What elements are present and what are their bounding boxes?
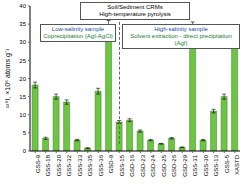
svg-text:GSS-36: GSS-36 xyxy=(98,154,104,176)
svg-text:0: 0 xyxy=(23,148,27,154)
svg-text:GSD-29: GSD-29 xyxy=(182,154,188,176)
svg-text:15: 15 xyxy=(19,94,26,100)
svg-text:XASTD: XASTD xyxy=(234,154,236,175)
svg-text:GSS-31: GSS-31 xyxy=(192,154,198,176)
svg-text:GSD-23: GSD-23 xyxy=(140,154,146,176)
svg-text:GSS-30: GSS-30 xyxy=(203,154,209,176)
svg-text:GSS-32: GSS-32 xyxy=(66,154,72,176)
svg-text:GSS-13: GSS-13 xyxy=(213,154,219,176)
svg-text:30: 30 xyxy=(19,39,26,45)
html-text:Coprecipitation (AgI-AgCl): Coprecipitation (AgI-AgCl) xyxy=(43,33,113,39)
svg-text:40: 40 xyxy=(19,3,26,9)
svg-text:35: 35 xyxy=(19,21,26,27)
html-text:High-temperature pyrolysis: High-temperature pyrolysis xyxy=(99,11,171,17)
svg-text:25: 25 xyxy=(19,58,26,64)
svg-text:GSS-5: GSS-5 xyxy=(224,154,230,173)
svg-text:GSS-20: GSS-20 xyxy=(56,154,62,176)
svg-text:20: 20 xyxy=(19,76,26,82)
svg-text:GSS-33: GSS-33 xyxy=(77,154,83,176)
svg-text:10: 10 xyxy=(19,112,26,118)
html-text:Low-salinity sample: Low-salinity sample xyxy=(51,26,105,32)
svg-text:GSD-26: GSD-26 xyxy=(171,154,177,176)
svg-text:GSS-35: GSS-35 xyxy=(87,154,93,176)
svg-text:GSD-24: GSD-24 xyxy=(150,154,156,176)
svg-text:5: 5 xyxy=(23,130,27,136)
svg-text:GSS-9: GSS-9 xyxy=(35,154,41,173)
html-text:Soil/Sediment CRMs: Soil/Sediment CRMs xyxy=(107,4,163,10)
svg-text:GSD-9: GSD-9 xyxy=(108,154,114,173)
html-text:Solvent extraction - direct pr: Solvent extraction - direct precipitatio… xyxy=(130,33,232,46)
svg-text:GSS-18: GSS-18 xyxy=(45,154,51,176)
svg-text:GSD-16: GSD-16 xyxy=(129,154,135,176)
svg-text:¹²⁹I, ×10⁸ atoms g⁻¹: ¹²⁹I, ×10⁸ atoms g⁻¹ xyxy=(8,48,12,108)
svg-text:GSS-15: GSS-15 xyxy=(119,154,125,176)
html-text:High-salinity sample: High-salinity sample xyxy=(154,26,208,32)
svg-text:GSD-25: GSD-25 xyxy=(161,154,167,176)
